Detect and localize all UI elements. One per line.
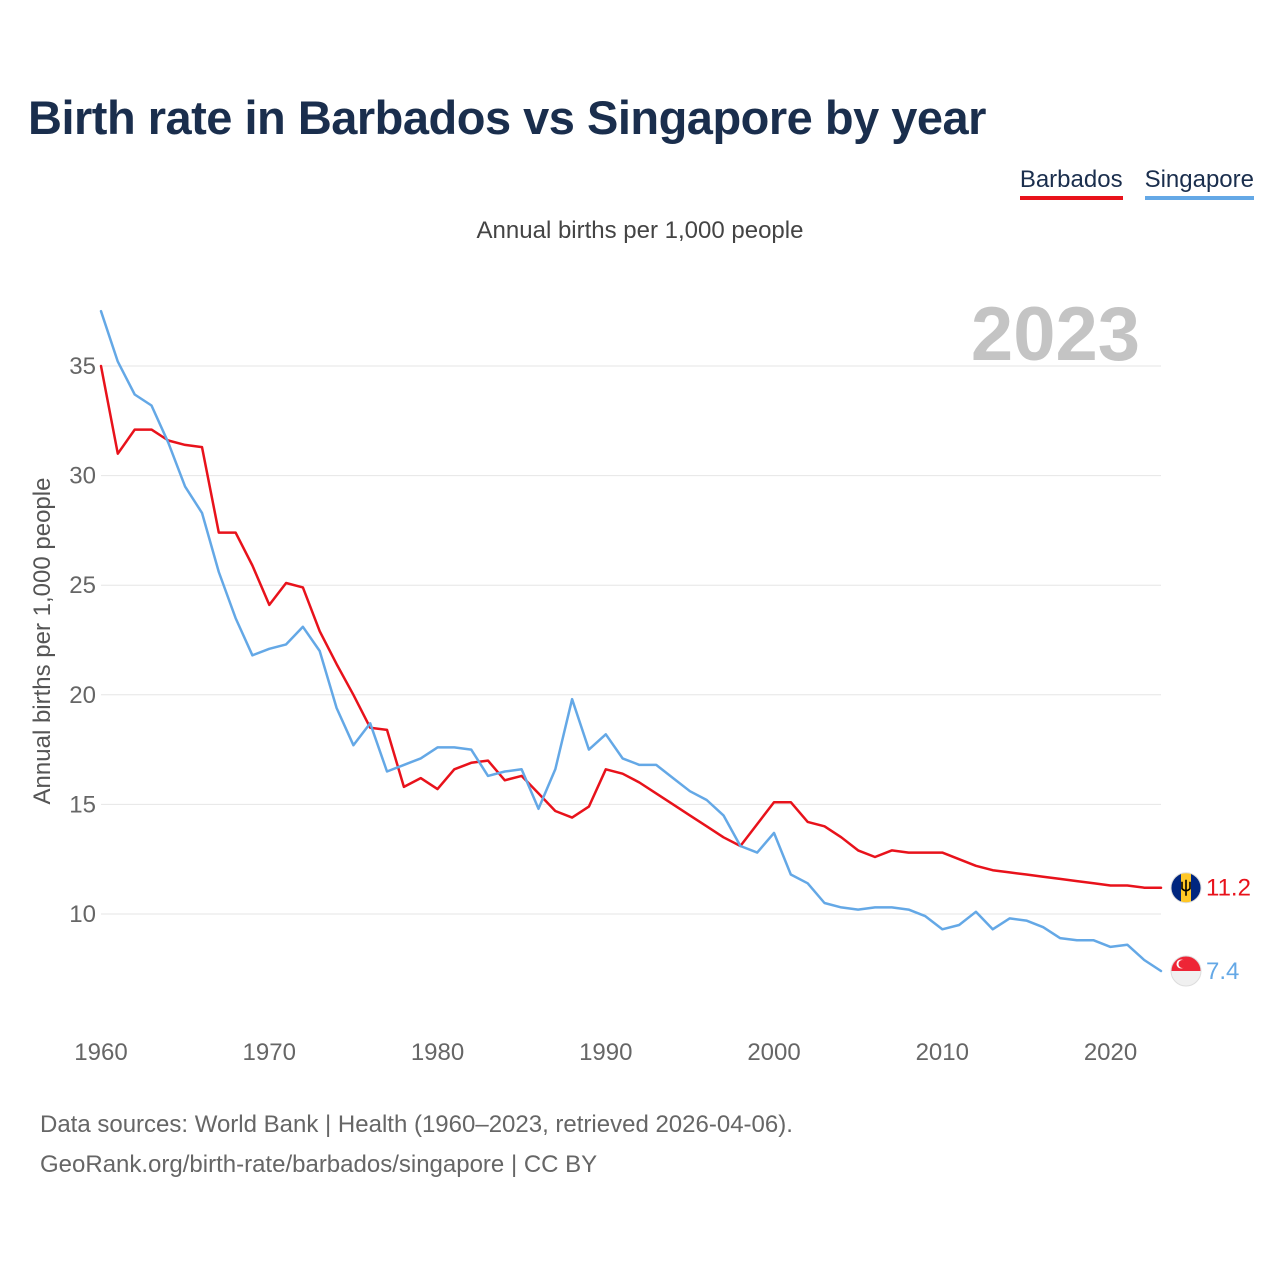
- y-tick-label: 10: [69, 901, 96, 928]
- y-tick-label: 35: [69, 353, 96, 380]
- legend-item-singapore[interactable]: Singapore: [1144, 166, 1254, 200]
- x-tick-label: 1980: [411, 1039, 464, 1066]
- x-axis-ticks: 1960 1970 1980 1990 2000 2010 2020: [74, 1039, 1137, 1066]
- series-lines: [99, 309, 1163, 973]
- chart-subtitle: Annual births per 1,000 people: [476, 217, 804, 244]
- end-label-singapore: 7.4: [1206, 958, 1239, 985]
- x-tick-label: 1990: [579, 1039, 632, 1066]
- y-axis-label: Annual births per 1,000 people: [29, 478, 56, 805]
- year-watermark: 2023: [971, 292, 1140, 377]
- source-line-2[interactable]: GeoRank.org/birth-rate/barbados/singapor…: [40, 1151, 598, 1178]
- singapore-flag-icon: [1170, 955, 1202, 987]
- x-tick-label: 2020: [1084, 1039, 1137, 1066]
- legend-item-barbados[interactable]: Barbados: [1019, 166, 1123, 200]
- series-line-barbados: [99, 364, 1163, 889]
- y-axis-ticks: 10 15 20 25 30 35: [69, 353, 96, 928]
- barbados-flag-icon: [1170, 872, 1202, 904]
- y-tick-label: 25: [69, 572, 96, 599]
- y-tick-label: 15: [69, 791, 96, 818]
- end-labels: 11.2 7.4: [1170, 872, 1251, 987]
- x-tick-label: 1960: [74, 1039, 127, 1066]
- x-tick-label: 2010: [916, 1039, 969, 1066]
- source-note: Data sources: World Bank | Health (1960–…: [40, 1105, 793, 1185]
- legend: Barbados Singapore: [1019, 166, 1254, 200]
- y-tick-label: 30: [69, 463, 96, 490]
- series-line-singapore: [99, 309, 1163, 973]
- chart-title: Birth rate in Barbados vs Singapore by y…: [28, 91, 986, 144]
- y-tick-label: 20: [69, 682, 96, 709]
- source-line-1: Data sources: World Bank | Health (1960–…: [40, 1111, 793, 1138]
- x-tick-label: 1970: [243, 1039, 296, 1066]
- end-label-barbados: 11.2: [1206, 875, 1251, 902]
- grid-lines: [101, 365, 1161, 915]
- x-tick-label: 2000: [747, 1039, 800, 1066]
